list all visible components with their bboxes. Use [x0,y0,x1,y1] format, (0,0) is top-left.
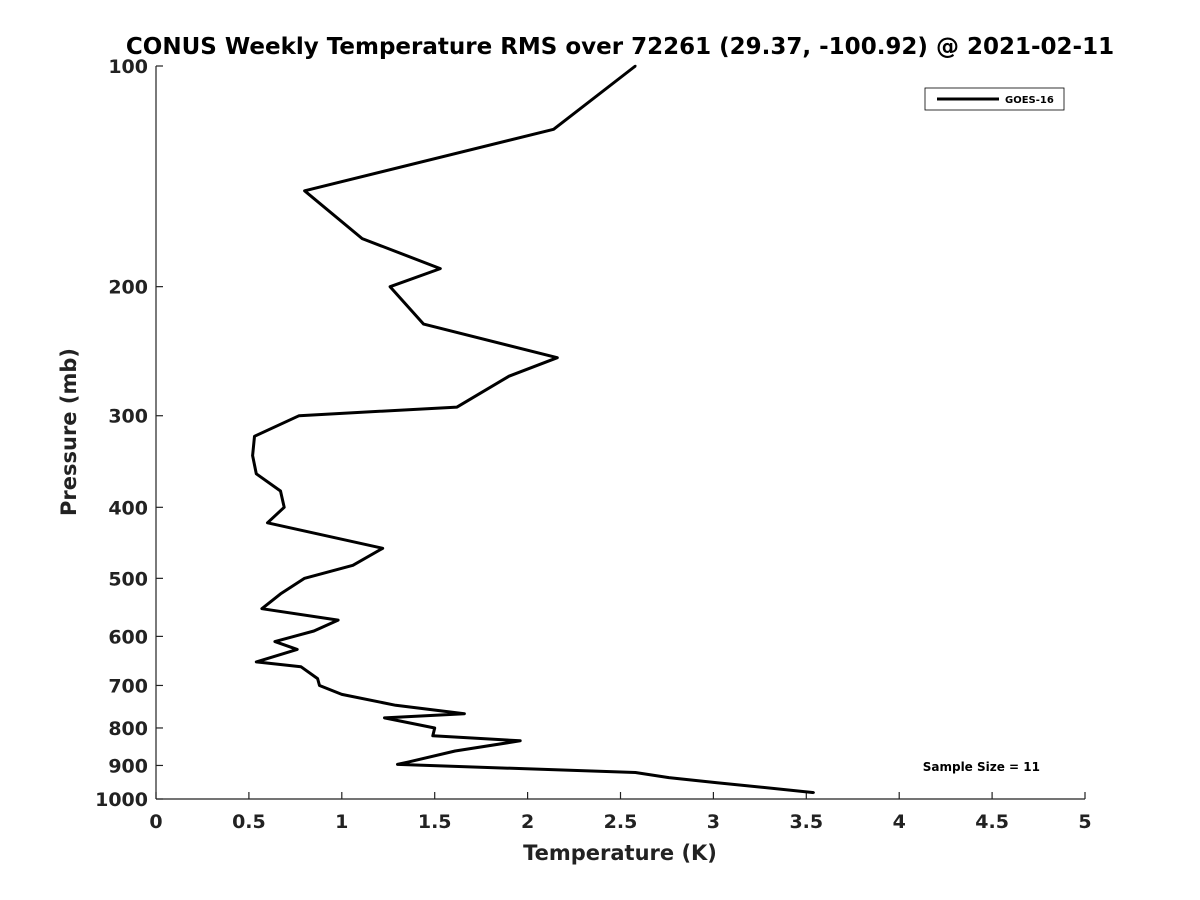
data-point [266,521,269,524]
data-point [431,734,434,737]
data-point [394,704,397,707]
data-point [273,640,277,643]
y-tick-label: 400 [108,497,148,519]
data-point [383,716,386,720]
y-tick-label: 600 [108,626,148,648]
x-tick-label: 4 [893,811,906,833]
data-point [299,665,303,668]
data-point [340,693,343,696]
y-tick-label: 900 [108,755,148,777]
data-point [303,577,306,580]
data-point [634,64,637,68]
data-point [433,726,436,730]
chart-title: CONUS Weekly Temperature RMS over 72261 … [126,34,1114,60]
data-point [396,763,399,766]
y-tick-label: 700 [108,675,148,697]
data-point [251,454,254,457]
y-tick-label: 100 [108,56,148,78]
data-point [715,781,719,784]
data-point [296,648,299,651]
data-point [478,392,481,395]
data-point [336,618,340,622]
data-point [556,356,559,359]
data-point [388,285,392,288]
data-point [552,128,555,131]
data-point [255,660,258,664]
data-point [312,629,316,633]
y-tick-label: 200 [108,277,148,299]
data-point [439,267,442,270]
data-point [507,375,511,378]
data-point [351,564,355,567]
data-point [255,472,258,475]
data-point [316,677,319,680]
y-tick-label: 500 [108,568,148,590]
series-group [251,64,815,795]
y-axis-ticks: 100 200 300 400 500 600 700 800 900 1000 [95,56,163,811]
x-tick-label: 1.5 [418,811,452,833]
data-point [455,405,459,409]
x-tick-label: 4.5 [975,811,1009,833]
data-point [303,189,306,192]
y-tick-label: 300 [108,406,148,428]
data-point [519,739,522,742]
data-point [279,592,282,596]
data-point [361,237,364,240]
data-point [318,684,321,687]
y-axis-label: Pressure (mb) [57,348,81,516]
data-point [422,322,425,326]
data-point [667,776,670,779]
data-point [279,489,282,493]
data-point [253,435,256,438]
x-tick-label: 5 [1078,811,1091,833]
data-point [283,506,286,509]
x-tick-label: 0 [149,811,162,833]
legend: GOES-16 [924,87,1065,111]
data-point [260,607,264,610]
data-point [297,414,301,417]
x-axis-label: Temperature (K) [523,841,717,865]
data-point [634,771,637,774]
data-point [381,547,384,550]
data-point [812,791,815,794]
data-point [463,712,466,715]
x-tick-label: 2 [521,811,534,833]
x-tick-label: 3 [707,811,720,833]
data-point [453,749,457,753]
x-tick-label: 3.5 [789,811,823,833]
x-axis-ticks: 0 0.5 1 1.5 2 2.5 3 3.5 4 4.5 5 [149,792,1092,833]
sample-size-annotation: Sample Size = 11 [923,760,1040,774]
data-point [407,760,410,764]
legend-entry-label: GOES-16 [1005,95,1054,106]
x-tick-label: 2.5 [604,811,638,833]
x-tick-label: 0.5 [232,811,266,833]
x-tick-label: 1 [335,811,348,833]
y-tick-label: 800 [108,718,148,740]
y-tick-label: 1000 [95,789,148,811]
